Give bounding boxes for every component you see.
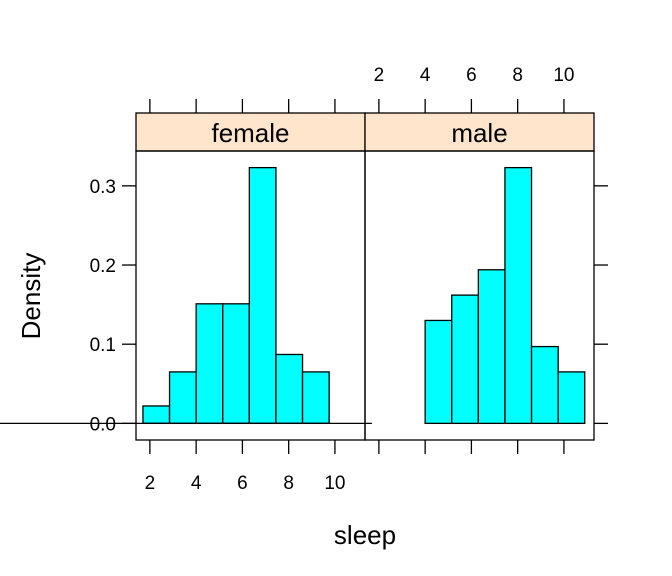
bar-male-5 [504, 166, 533, 425]
bar-female-6 [301, 371, 330, 425]
bar-male-3 [451, 294, 479, 425]
x-top-tick-label-male-1: 4 [420, 65, 431, 86]
bar-female-2 [195, 303, 224, 425]
x-tick-label-female-4: 10 [324, 473, 345, 494]
y-tick-label-1: 0.1 [90, 335, 116, 356]
x-tick-label-female-1: 4 [191, 473, 202, 494]
panels: female male [0, 112, 595, 441]
x-tick-label-female-3: 8 [283, 473, 294, 494]
strip-label-male: male [451, 118, 507, 148]
y-axis: 0.0 0.1 0.2 0.3 [90, 177, 608, 435]
strip-male [364, 112, 595, 152]
panel-female: female [135, 112, 366, 441]
x-axis-bottom: 2 4 6 8 10 [145, 440, 565, 494]
bar-male-6 [530, 345, 559, 425]
bar-male-4 [477, 269, 506, 425]
strip-female [135, 112, 366, 152]
panel-male: male [0, 112, 595, 441]
x-top-tick-label-male-4: 10 [553, 65, 574, 86]
x-top-tick-label-male-0: 2 [374, 65, 385, 86]
strip-label-female: female [211, 118, 289, 148]
bar-male-2 [424, 319, 453, 425]
x-tick-label-female-2: 6 [237, 473, 248, 494]
x-axis-top: 2 4 6 8 10 [149, 65, 574, 113]
x-axis-title: sleep [334, 520, 396, 550]
x-top-tick-label-male-3: 8 [512, 65, 523, 86]
bar-female-4 [248, 166, 277, 425]
bar-female-0 [142, 405, 171, 425]
bar-female-3 [222, 303, 250, 425]
y-axis-title: Density [16, 253, 46, 340]
x-tick-label-female-0: 2 [145, 473, 156, 494]
y-tick-label-0: 0.0 [90, 414, 116, 435]
bar-male-7 [557, 371, 586, 425]
bar-female-1 [168, 371, 197, 425]
y-tick-label-3: 0.3 [90, 177, 116, 198]
frame-male [364, 150, 595, 441]
y-tick-label-2: 0.2 [90, 256, 116, 277]
bar-female-5 [275, 353, 304, 425]
x-top-tick-label-male-2: 6 [466, 65, 477, 86]
